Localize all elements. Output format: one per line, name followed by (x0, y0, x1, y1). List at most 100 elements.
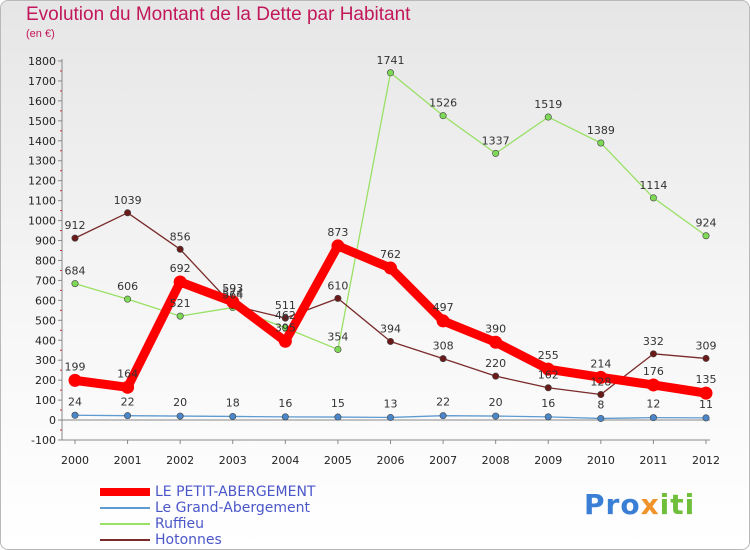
data-point (176, 412, 184, 420)
x-tick-label: 2011 (639, 454, 667, 467)
data-label: 762 (380, 248, 401, 261)
data-point (492, 412, 500, 420)
data-label: 255 (538, 349, 559, 362)
y-tick-label: 1800 (28, 55, 56, 68)
data-point (124, 209, 132, 217)
data-label: 12 (646, 398, 660, 411)
data-point (71, 234, 79, 242)
y-tick-label: 1200 (28, 175, 56, 188)
data-point (331, 239, 345, 253)
y-tick-label: 700 (35, 274, 56, 287)
proxiti-logo: Proxiti (584, 488, 695, 521)
data-point (649, 350, 657, 358)
y-tick-label: 600 (35, 294, 56, 307)
x-tick-label: 2001 (114, 454, 142, 467)
legend-swatch (100, 507, 150, 509)
data-label: 176 (643, 365, 664, 378)
data-point (124, 412, 132, 420)
x-tick-label: 2007 (429, 454, 457, 467)
data-label: 199 (65, 360, 86, 373)
data-point (439, 112, 447, 120)
y-tick-label: 400 (35, 334, 56, 347)
data-point (544, 113, 552, 121)
y-tick-label: -100 (31, 434, 56, 447)
data-point (68, 373, 82, 387)
x-tick-label: 2012 (692, 454, 720, 467)
data-label: 354 (327, 330, 348, 343)
x-tick-label: 2005 (324, 454, 352, 467)
y-tick-label: 100 (35, 394, 56, 407)
y-tick-label: 200 (35, 374, 56, 387)
data-point (439, 355, 447, 363)
data-label: 16 (541, 397, 555, 410)
data-point (121, 380, 135, 394)
logo-part: x (640, 488, 660, 521)
y-tick-label: 800 (35, 254, 56, 267)
data-point (173, 275, 187, 289)
data-label: 1526 (429, 97, 457, 110)
y-tick-label: 300 (35, 354, 56, 367)
y-tick-label: 1700 (28, 75, 56, 88)
x-tick-label: 2000 (61, 454, 89, 467)
data-point (597, 139, 605, 147)
data-label: 162 (538, 369, 559, 382)
data-label: 395 (275, 321, 296, 334)
data-label: 1114 (639, 179, 667, 192)
data-label: 1741 (377, 54, 405, 67)
data-label: 20 (489, 396, 503, 409)
data-label: 1039 (114, 194, 142, 207)
x-tick-label: 2003 (219, 454, 247, 467)
data-label: 593 (222, 282, 243, 295)
data-label: 606 (117, 280, 138, 293)
data-point (436, 314, 450, 328)
data-point (541, 362, 555, 376)
data-point (597, 414, 605, 422)
data-label: 15 (331, 397, 345, 410)
data-label: 18 (226, 396, 240, 409)
data-label: 394 (380, 322, 401, 335)
data-point (597, 391, 605, 399)
y-tick-label: 500 (35, 314, 56, 327)
data-point (492, 372, 500, 380)
data-point (489, 335, 503, 349)
legend-label: Ruffieu (155, 516, 204, 532)
data-label: 332 (643, 335, 664, 348)
legend-swatch (100, 539, 150, 541)
data-label: 521 (170, 297, 191, 310)
data-point (544, 384, 552, 392)
x-tick-label: 2006 (377, 454, 405, 467)
data-point (594, 370, 608, 384)
data-label: 1389 (587, 124, 615, 137)
y-tick-label: 900 (35, 235, 56, 248)
data-point (176, 245, 184, 253)
data-label: 308 (433, 340, 454, 353)
data-label: 309 (696, 339, 717, 352)
data-label: 16 (278, 397, 292, 410)
legend-swatch (100, 523, 150, 525)
data-point (649, 194, 657, 202)
data-point (649, 414, 657, 422)
data-label: 1337 (482, 134, 510, 147)
data-label: 692 (170, 262, 191, 275)
legend-label: Hotonnes (155, 532, 222, 548)
unit-label: (en €) (26, 28, 55, 40)
logo-part: Pro (584, 488, 641, 521)
data-point (702, 232, 710, 240)
data-point (334, 294, 342, 302)
y-tick-label: 1500 (28, 115, 56, 128)
data-label: 128 (590, 376, 611, 389)
legend-label: Le Grand-Abergement (155, 500, 311, 516)
data-label: 684 (65, 265, 86, 278)
data-point (334, 413, 342, 421)
x-tick-label: 2004 (271, 454, 299, 467)
x-tick-label: 2010 (587, 454, 615, 467)
data-label: 497 (433, 301, 454, 314)
data-point (439, 412, 447, 420)
data-point (699, 386, 713, 400)
y-tick-label: 1400 (28, 135, 56, 148)
data-point (386, 69, 394, 77)
data-point (226, 295, 240, 309)
data-point (702, 414, 710, 422)
chart-title: Evolution du Montant de la Dette par Hab… (26, 4, 411, 25)
